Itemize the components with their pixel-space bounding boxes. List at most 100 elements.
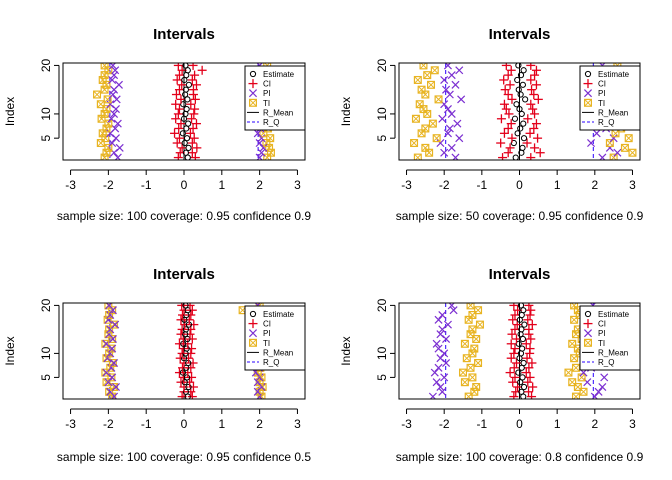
ci-point xyxy=(533,133,543,143)
ti-point xyxy=(427,80,436,89)
x-tick-label: -3 xyxy=(401,417,412,431)
pi-point xyxy=(440,148,449,157)
y-axis-label: Index xyxy=(3,336,17,365)
estimate-point xyxy=(517,303,525,309)
ci-point xyxy=(185,303,195,310)
ci-point xyxy=(176,377,186,387)
x-tick-label: -1 xyxy=(141,178,152,192)
x-tick-label: 0 xyxy=(516,417,523,431)
pi-point xyxy=(609,134,618,143)
ci-point xyxy=(506,353,516,363)
ci-point xyxy=(522,353,532,363)
estimate-point xyxy=(519,144,526,151)
pi-point xyxy=(453,119,462,128)
ci-point xyxy=(185,377,195,387)
ci-point xyxy=(179,382,189,392)
x-tick-label: -3 xyxy=(65,178,76,192)
ti-point xyxy=(564,368,573,377)
pi-point xyxy=(434,363,443,372)
y-tick-label: 5 xyxy=(375,135,389,142)
ci-point xyxy=(173,109,183,119)
estimate-point xyxy=(520,135,528,142)
legend-label: R_Mean xyxy=(598,108,628,117)
estimate-point xyxy=(516,105,523,113)
ci-point xyxy=(501,63,511,70)
pi-point xyxy=(105,303,114,310)
ci-point xyxy=(526,75,536,85)
intervals-panel-3: -3 -2 -1 0 1 2 3 5 10 20 Intervals sample size: 100… xyxy=(3,266,311,464)
legend-ti-icon xyxy=(583,338,592,347)
estimate-point xyxy=(519,81,526,88)
x-tick-label: 0 xyxy=(181,178,188,192)
y-axis-label: Index xyxy=(339,97,353,126)
intervals-panel-1: -3 -2 -1 0 1 2 3 5 10 20 Intervals sample size: 100… xyxy=(3,26,311,223)
pi-point xyxy=(115,143,124,152)
ci-point xyxy=(175,353,185,363)
estimate-point xyxy=(518,326,525,333)
ci-point xyxy=(190,153,200,160)
estimate-point xyxy=(518,110,525,118)
ci-point xyxy=(188,123,198,133)
estimate-point xyxy=(182,91,189,98)
ti-point xyxy=(628,148,637,157)
ci-point xyxy=(187,138,197,148)
legend-label: PI xyxy=(598,329,606,338)
ci-point xyxy=(176,315,186,325)
legend-label: PI xyxy=(263,329,271,338)
ci-point xyxy=(186,363,196,373)
legend-ti-icon xyxy=(583,98,592,107)
estimate-point xyxy=(522,96,529,103)
pi-point xyxy=(253,378,262,387)
ci-point xyxy=(533,94,543,104)
pi-point xyxy=(436,139,445,148)
x-tick-label: 1 xyxy=(218,417,225,431)
estimate-point xyxy=(517,379,524,386)
ci-point xyxy=(183,339,193,349)
ci-point xyxy=(185,329,195,339)
y-tick-label: 10 xyxy=(375,107,389,121)
estimate-point xyxy=(519,335,526,343)
ci-point xyxy=(526,99,536,109)
ci-point xyxy=(174,123,184,133)
ti-point xyxy=(624,134,633,143)
plot-area xyxy=(101,303,267,399)
pi-point xyxy=(108,373,117,382)
estimate-point xyxy=(183,345,190,352)
ci-point xyxy=(496,114,506,124)
ci-point xyxy=(505,368,515,378)
ci-point xyxy=(174,339,184,349)
intervals-panel-4: -3 -2 -1 0 1 2 3 5 10 20 Intervals sample size: 100… xyxy=(339,266,644,464)
ci-point xyxy=(524,363,534,373)
pi-point xyxy=(443,320,452,329)
legend-pi-icon xyxy=(583,329,593,338)
ci-point xyxy=(171,90,181,100)
x-tick-label: -3 xyxy=(401,178,412,192)
pi-point xyxy=(257,134,266,143)
ti-point xyxy=(110,383,119,392)
legend-label: CI xyxy=(598,80,606,89)
pi-point xyxy=(447,303,456,310)
ci-point xyxy=(177,363,187,373)
estimate-point xyxy=(183,374,191,381)
pi-point xyxy=(106,387,115,396)
ti-point xyxy=(460,378,469,387)
estimate-point xyxy=(512,154,519,160)
estimate-point xyxy=(520,383,528,391)
ti-point xyxy=(460,339,469,348)
estimate-point xyxy=(518,388,525,395)
ci-point xyxy=(174,368,184,378)
ti-point xyxy=(568,339,577,348)
ti-point xyxy=(410,139,419,148)
ci-point xyxy=(184,315,194,325)
estimate-point xyxy=(521,321,528,328)
pi-point xyxy=(107,114,116,123)
ci-point xyxy=(528,382,538,392)
legend-pi-icon xyxy=(583,89,593,98)
ti-point xyxy=(417,85,426,94)
x-tick-label: -1 xyxy=(477,178,488,192)
y-tick-label: 10 xyxy=(375,346,389,360)
chart-title: Intervals xyxy=(489,266,551,283)
legend-pi-icon xyxy=(248,329,258,338)
ti-point xyxy=(570,315,579,324)
